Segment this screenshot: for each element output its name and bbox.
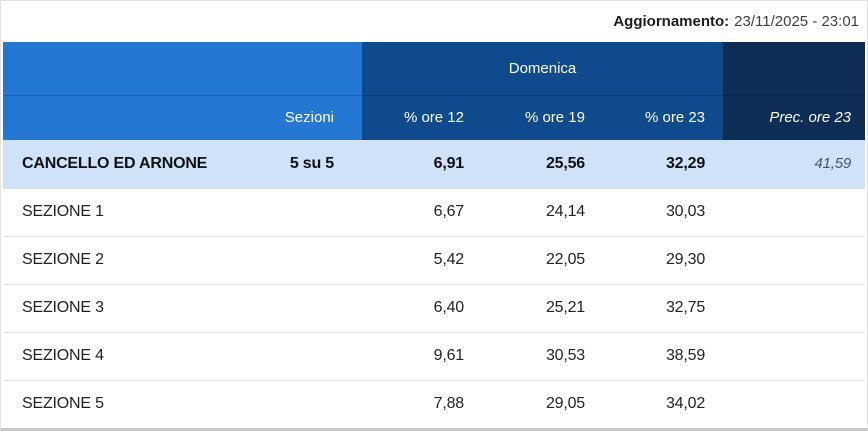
sezione-name: SEZIONE 2: [22, 251, 104, 268]
group-header-domenica: Domenica: [362, 42, 724, 96]
prec-ore23-value: [723, 236, 865, 284]
ore12-value: 6,40: [433, 299, 465, 316]
sezione-name: SEZIONE 1: [22, 203, 104, 220]
municipality-name: CANCELLO ED ARNONE: [3, 140, 223, 188]
ore19-value: 30,53: [545, 347, 585, 364]
sezione-name: SEZIONE 3: [22, 299, 104, 316]
ore19-value: 24,14: [545, 203, 585, 220]
turnout-table: Domenica Sezioni % ore 12 % ore 19 % ore…: [3, 42, 866, 428]
table-row-sezione-3: SEZIONE 3 6,40 25,21 32,75: [3, 284, 866, 332]
update-timestamp: 23/11/2025 - 23:01: [734, 13, 859, 30]
column-header-prec-ore23: Prec. ore 23: [723, 95, 866, 140]
sezioni-count: [223, 236, 362, 284]
sezioni-count: [223, 188, 362, 236]
update-bar: Aggiornamento: 23/11/2025 - 23:01: [3, 1, 865, 42]
prec-ore23-value: [723, 380, 865, 428]
ore23-value: 32,75: [665, 299, 706, 316]
table-row-sezione-2: SEZIONE 2 5,42 22,05 29,30: [3, 236, 866, 284]
table-row-sezione-1: SEZIONE 1 6,67 24,14 30,03: [3, 188, 866, 236]
sezioni-count: [223, 284, 362, 332]
sezioni-count: 5 su 5: [223, 140, 362, 188]
update-label: Aggiornamento:: [613, 13, 730, 30]
column-header-sezioni: Sezioni: [223, 95, 362, 140]
sezione-name: SEZIONE 4: [22, 347, 104, 364]
column-header-ore19: % ore 19: [482, 95, 603, 140]
ore12-value: 6,91: [362, 140, 482, 188]
ore23-value: 29,30: [665, 251, 706, 268]
group-header-prec-spacer: [723, 42, 866, 96]
prec-ore23-value: [723, 332, 865, 380]
ore23-value: 38,59: [665, 347, 706, 364]
ore19-value: 25,56: [482, 140, 603, 188]
ore19-value: 25,21: [545, 299, 585, 316]
prec-ore23-value: 41,59: [723, 140, 866, 188]
sezione-name: SEZIONE 5: [22, 395, 104, 413]
ore23-value: 32,29: [603, 140, 724, 188]
ore12-value: 5,42: [433, 251, 465, 268]
ore12-value: 6,67: [433, 203, 465, 220]
column-header-ore23: % ore 23: [603, 95, 724, 140]
column-header-ore12: % ore 12: [362, 95, 482, 140]
group-header-spacer: [3, 42, 362, 96]
ore19-value: 22,05: [545, 251, 585, 268]
table-row-sezione-4: SEZIONE 4 9,61 30,53 38,59: [3, 332, 866, 380]
column-header-name-spacer: [3, 95, 223, 140]
table-column-header-row: Sezioni % ore 12 % ore 19 % ore 23 Prec.…: [3, 95, 866, 140]
table-group-header-row: Domenica: [3, 42, 866, 96]
sezioni-count: [223, 380, 362, 428]
sezioni-count: [223, 332, 362, 380]
ore12-value: 9,61: [433, 347, 465, 364]
table-row-municipality-summary: CANCELLO ED ARNONE 5 su 5 6,91 25,56 32,…: [3, 140, 866, 188]
prec-ore23-value: [723, 284, 865, 332]
ore23-value: 30,03: [665, 203, 706, 220]
ore12-value: 7,88: [433, 395, 465, 413]
ore23-value: 34,02: [665, 395, 706, 413]
table-row-sezione-5: SEZIONE 5 7,88 29,05 34,02: [3, 380, 866, 428]
prec-ore23-value: [723, 188, 865, 236]
ore19-value: 29,05: [545, 395, 585, 413]
